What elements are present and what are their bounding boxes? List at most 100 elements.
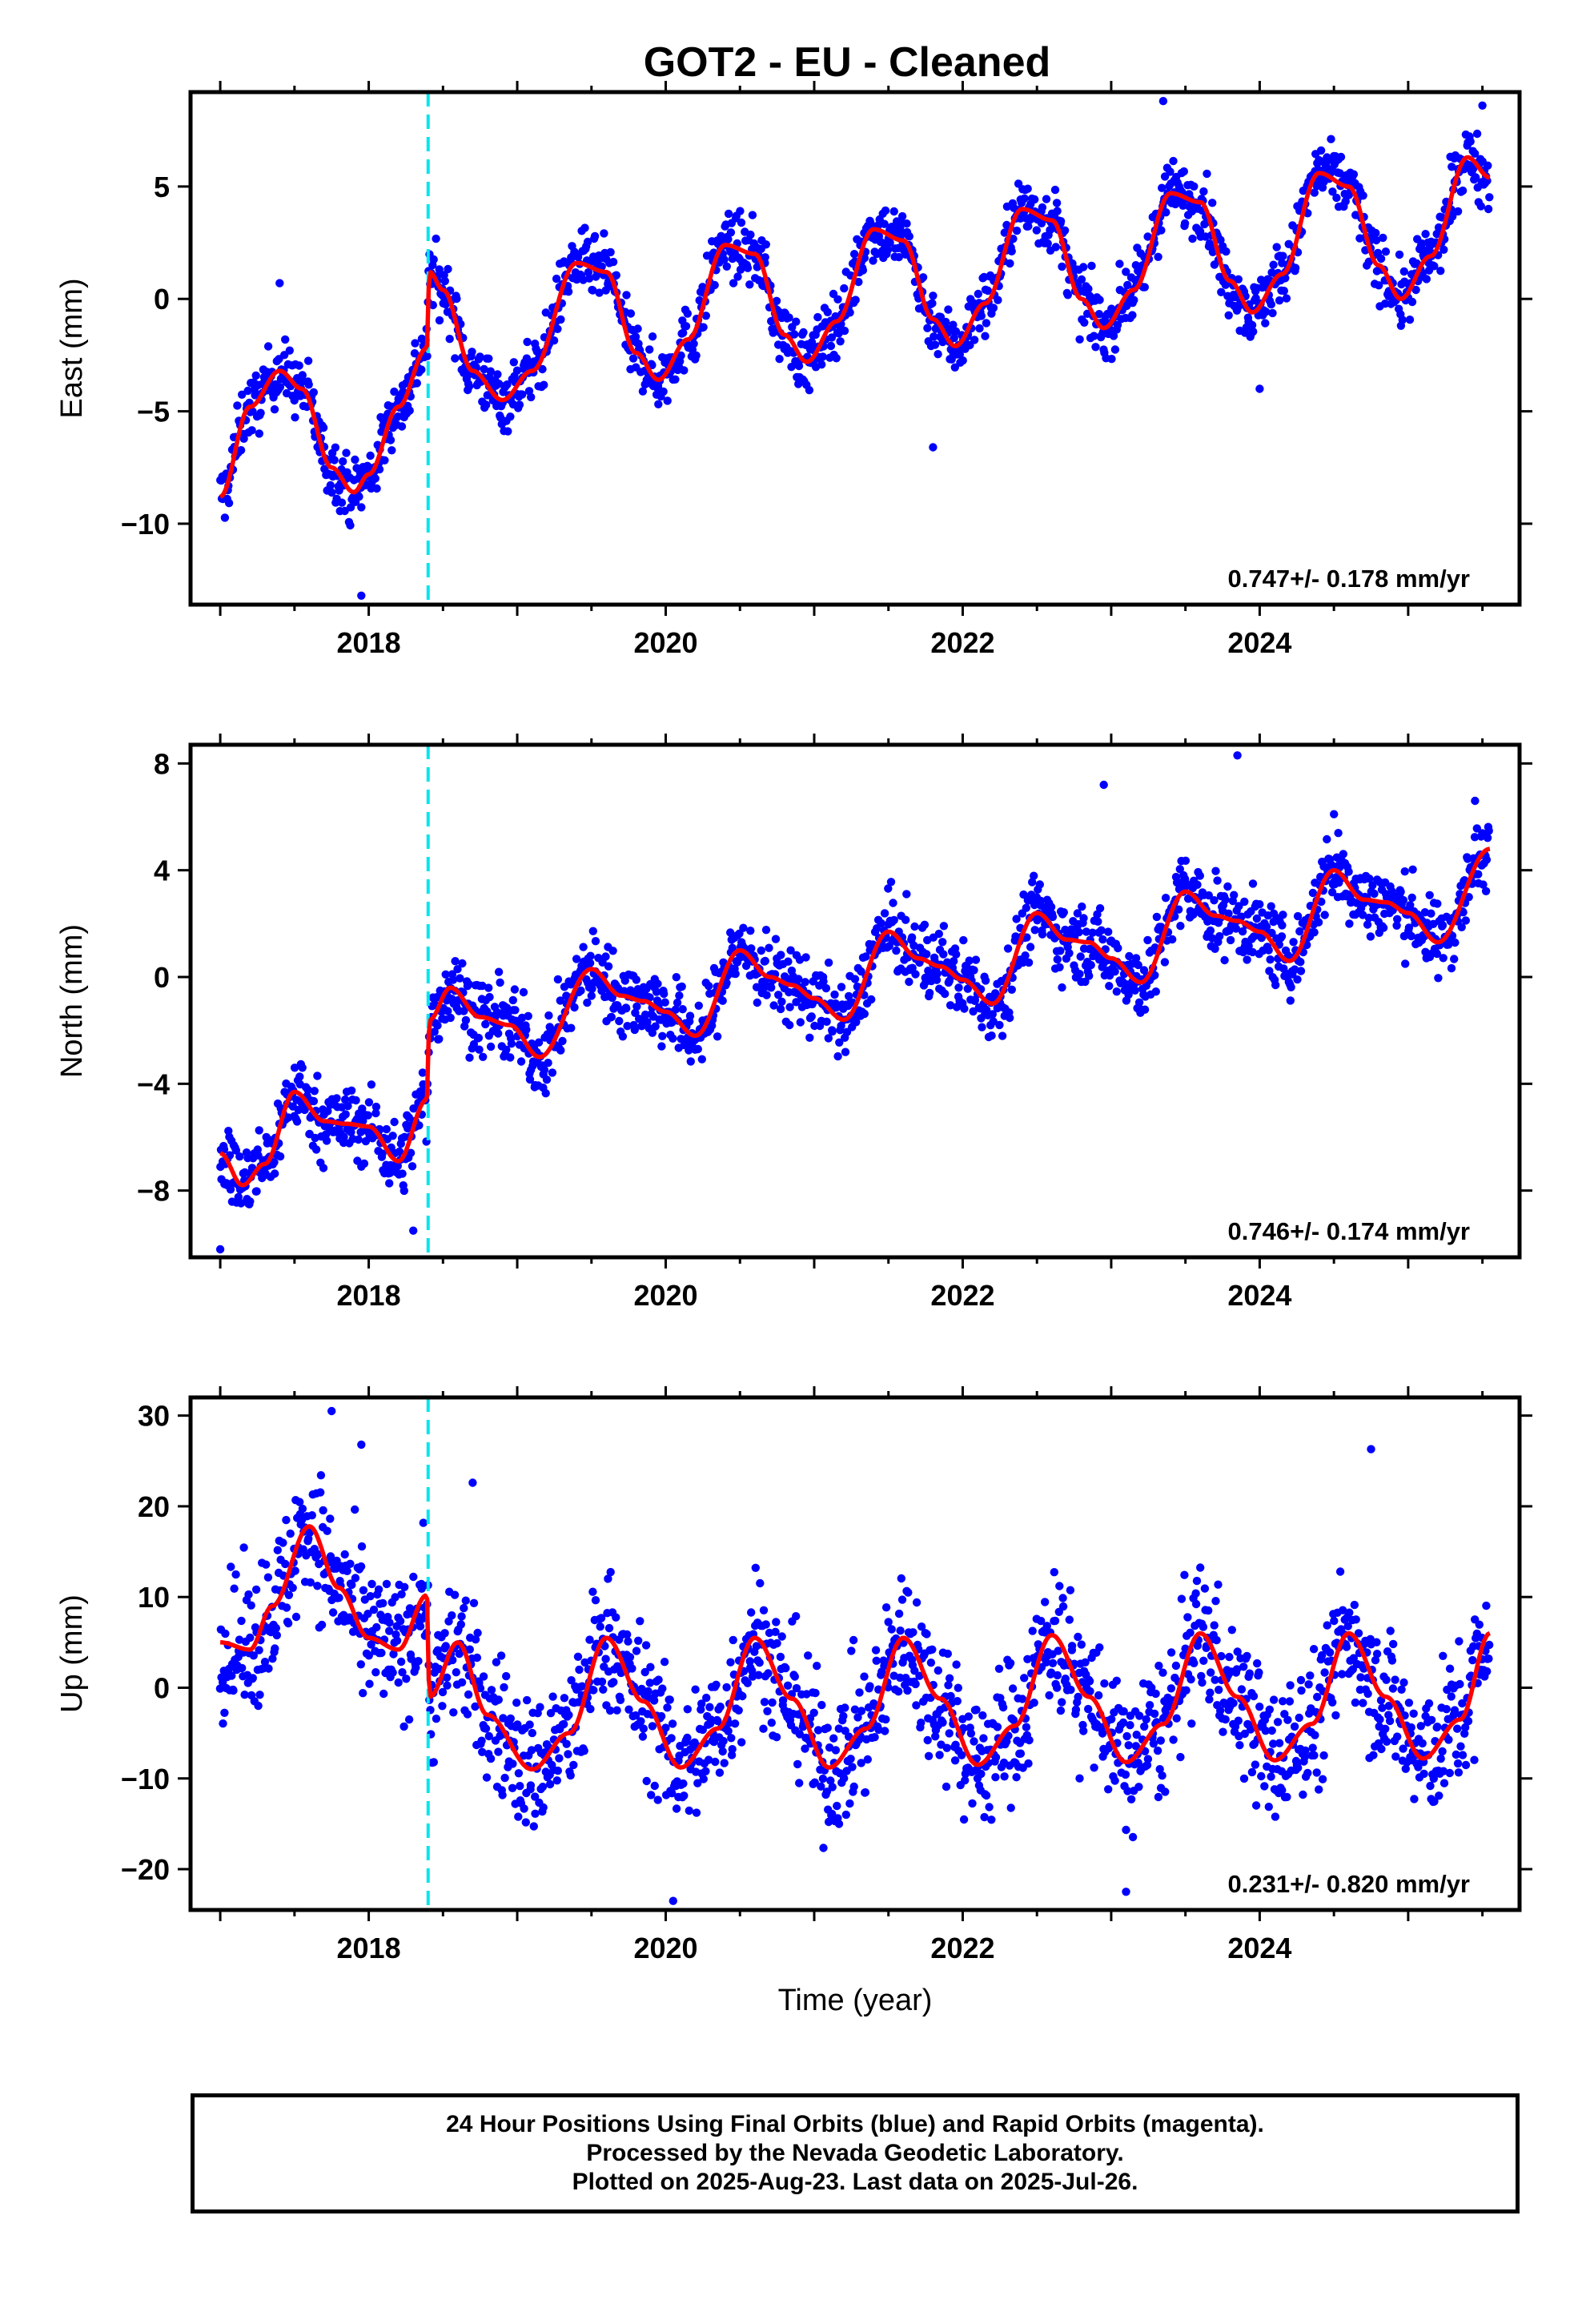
data-point	[1028, 878, 1037, 887]
data-point	[596, 1614, 606, 1622]
data-point	[337, 498, 347, 507]
data-point	[1022, 933, 1031, 942]
data-point	[692, 1808, 701, 1817]
data-point	[1406, 901, 1415, 910]
data-point	[934, 929, 944, 939]
data-point	[1345, 919, 1354, 928]
data-point	[776, 1652, 785, 1662]
data-point	[1308, 888, 1318, 898]
data-point	[971, 955, 981, 964]
data-point	[282, 1515, 291, 1525]
data-point	[636, 1617, 644, 1626]
data-point	[774, 991, 783, 999]
data-point	[322, 1130, 331, 1139]
data-point	[313, 1582, 322, 1590]
data-point	[929, 292, 938, 300]
data-point	[583, 237, 592, 247]
data-point	[932, 975, 942, 984]
data-point	[1472, 129, 1482, 139]
data-point	[993, 1723, 1002, 1731]
data-point	[705, 1703, 714, 1711]
data-point	[1018, 1695, 1027, 1703]
data-point	[1152, 912, 1162, 922]
data-point	[1098, 935, 1107, 944]
data-point	[1094, 1691, 1103, 1700]
data-point	[727, 1734, 736, 1743]
data-point	[701, 312, 710, 320]
data-point	[471, 1702, 480, 1711]
data-point	[889, 899, 897, 907]
data-point	[227, 1671, 236, 1680]
data-point	[648, 1722, 657, 1731]
data-point	[1025, 1735, 1034, 1745]
data-point	[861, 952, 870, 961]
data-point	[1238, 927, 1247, 936]
data-point	[476, 352, 484, 361]
data-point	[729, 279, 738, 287]
data-point	[556, 315, 565, 324]
data-point	[1140, 283, 1150, 292]
data-point	[1099, 780, 1108, 790]
data-point	[1251, 1760, 1260, 1769]
data-point	[1306, 1671, 1315, 1680]
data-point	[1271, 980, 1280, 990]
data-point	[1295, 1713, 1303, 1723]
data-point	[1110, 345, 1120, 354]
data-point	[634, 1636, 643, 1645]
data-point	[738, 1691, 747, 1701]
data-point	[1097, 926, 1106, 935]
data-point	[965, 956, 974, 965]
data-point	[834, 1819, 844, 1828]
data-point	[612, 271, 620, 279]
data-point	[591, 1596, 600, 1605]
data-point	[460, 1007, 468, 1015]
data-point	[1299, 1790, 1307, 1799]
data-point	[796, 1018, 805, 1027]
data-point	[1267, 1726, 1276, 1735]
data-point	[985, 1803, 994, 1811]
data-point	[468, 348, 476, 356]
data-point	[518, 390, 527, 399]
data-point	[1172, 1714, 1181, 1723]
data-point	[363, 1610, 372, 1618]
data-point	[1110, 967, 1119, 976]
data-point	[380, 456, 389, 464]
data-point	[952, 950, 961, 959]
data-point	[358, 1104, 367, 1113]
data-point	[728, 1745, 737, 1754]
data-point	[553, 324, 562, 333]
data-point	[1161, 1787, 1170, 1796]
data-point	[508, 1783, 517, 1792]
data-point	[1056, 947, 1065, 955]
data-point	[486, 1754, 496, 1763]
x-tick-label: 2022	[930, 626, 994, 659]
data-point	[858, 266, 868, 275]
data-point	[451, 354, 460, 363]
data-point	[472, 1653, 482, 1663]
data-point	[288, 1583, 297, 1593]
data-point	[1078, 902, 1086, 911]
data-point	[1009, 235, 1018, 243]
data-point	[1286, 1681, 1295, 1690]
data-point	[256, 408, 265, 417]
data-point	[1176, 922, 1185, 931]
data-point	[972, 1754, 982, 1763]
data-point	[942, 1743, 952, 1752]
data-point	[836, 337, 845, 346]
data-point	[833, 1051, 842, 1061]
data-point	[544, 1059, 552, 1068]
data-point	[769, 1001, 778, 1010]
data-point	[1032, 226, 1042, 235]
data-point	[520, 1804, 528, 1813]
data-point	[514, 1812, 523, 1821]
data-point	[435, 1035, 444, 1043]
data-point	[839, 1711, 848, 1721]
data-point	[1020, 1674, 1029, 1683]
data-point	[768, 1698, 777, 1707]
data-point	[566, 980, 576, 989]
data-point	[848, 1763, 857, 1771]
data-point	[1434, 974, 1443, 983]
data-point	[1447, 963, 1456, 973]
data-point	[1030, 900, 1039, 910]
data-point	[446, 1013, 455, 1023]
